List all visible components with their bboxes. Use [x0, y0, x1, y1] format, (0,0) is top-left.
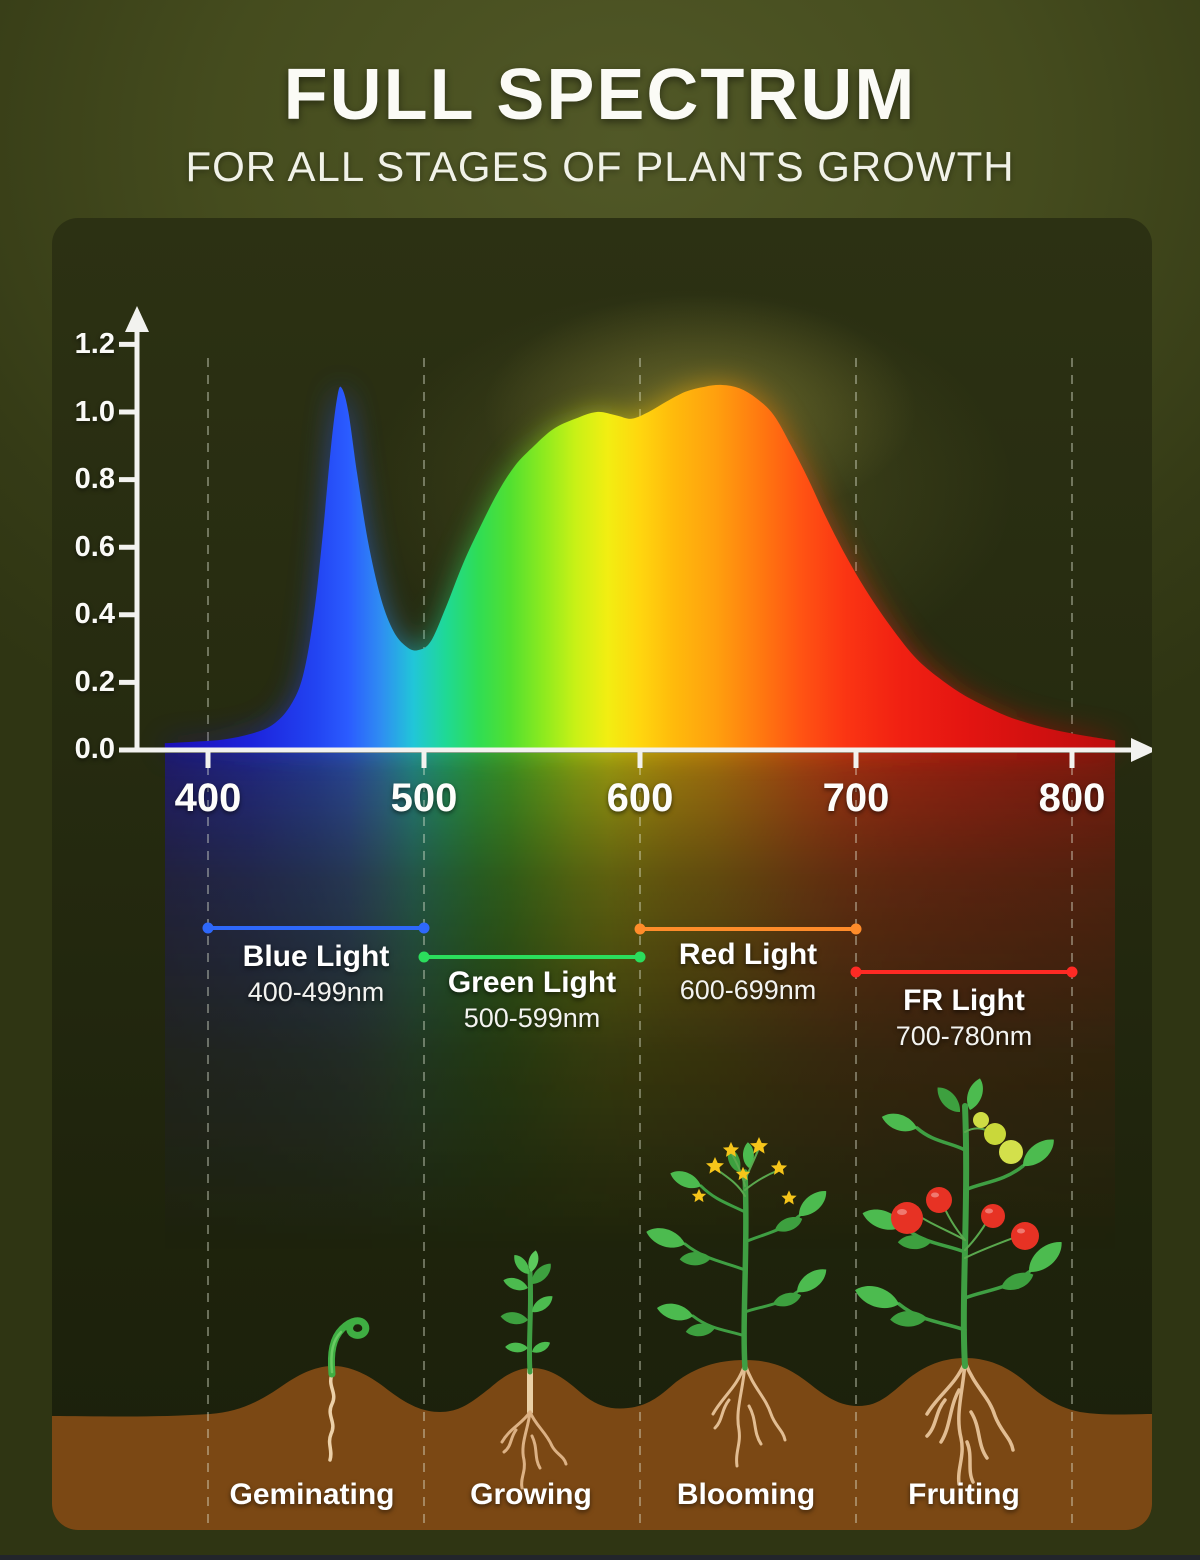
band-name: FR Light	[903, 984, 1025, 1017]
image-bottom-edge	[0, 1555, 1200, 1560]
spectrum-curve	[164, 384, 1116, 750]
tomato-icon	[891, 1112, 1039, 1250]
y-tick-label: 1.0	[74, 396, 115, 428]
y-tick-label: 0.0	[74, 733, 115, 765]
stage-label-growing: Growing	[470, 1478, 592, 1511]
x-tick-label: 400	[174, 776, 242, 820]
x-tick-label: 600	[606, 776, 674, 820]
y-tick-label: 0.4	[74, 598, 115, 630]
band-name: Red Light	[678, 938, 818, 971]
band-label-blue: Blue Light 400-499nm	[243, 938, 390, 1009]
growing-plant-illustration	[499, 1249, 568, 1490]
spectrum-reflection	[165, 753, 1115, 1253]
stage-label-blooming: Blooming	[676, 1478, 816, 1511]
y-tick-label: 0.6	[74, 531, 115, 563]
y-tick-label: 1.2	[74, 328, 115, 360]
page-title: FULL SPECTRUM	[283, 55, 917, 135]
blooming-plant-illustration	[644, 1137, 833, 1468]
y-tick-label: 0.8	[74, 463, 115, 495]
light-band-lines	[202, 922, 1078, 978]
band-line-fr-light	[850, 966, 1078, 978]
band-range: 500-599nm	[463, 1003, 601, 1033]
band-name: Blue Light	[242, 940, 390, 973]
y-tick-label: 0.2	[74, 666, 115, 698]
band-label-green: Green Light 500-599nm	[448, 964, 616, 1035]
fruiting-plant-illustration	[852, 1076, 1069, 1486]
band-line-blue-light	[202, 922, 430, 934]
x-tick-label: 700	[822, 776, 890, 820]
band-line-green-light	[418, 951, 646, 963]
page-subtitle: FOR ALL STAGES OF PLANTS GROWTH	[185, 143, 1015, 190]
stage-label-germinating: Geminating	[229, 1478, 395, 1511]
band-range: 700-780nm	[895, 1021, 1033, 1051]
band-label-fr: FR Light 700-780nm	[896, 982, 1033, 1053]
x-tick-label: 800	[1038, 776, 1106, 820]
stage-label-fruiting: Fruiting	[908, 1478, 1020, 1511]
x-tick-label: 500	[390, 776, 458, 820]
germinating-plant-illustration	[327, 1317, 370, 1462]
band-range: 600-699nm	[679, 975, 817, 1005]
plant-illustrations	[327, 1076, 1069, 1490]
soil-illustration	[52, 1358, 1152, 1530]
band-range: 400-499nm	[247, 977, 385, 1007]
band-label-red: Red Light 600-699nm	[679, 936, 817, 1007]
band-name: Green Light	[447, 966, 617, 999]
axis-ticks	[119, 341, 1075, 768]
band-line-red-light	[634, 923, 862, 935]
